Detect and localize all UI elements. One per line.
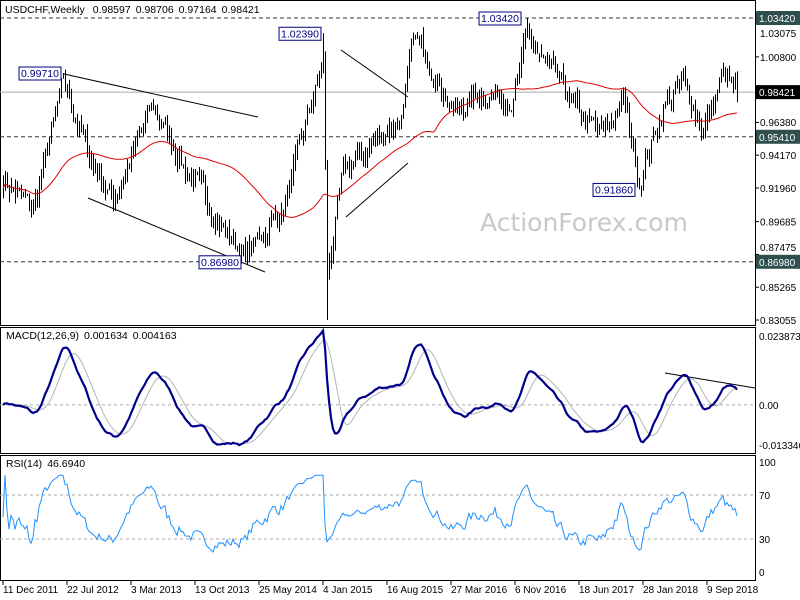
trendline-macd xyxy=(664,372,756,389)
macd-signal-value: 0.004163 xyxy=(133,330,177,342)
chart-header: USDCHF,Weekly 0.98597 0.98706 0.97164 0.… xyxy=(5,4,260,16)
time-tick-label: 28 Jan 2018 xyxy=(643,585,698,596)
annotation-label: 1.02390 xyxy=(278,26,322,41)
price-tick-label: 0.94170 xyxy=(760,151,797,162)
time-tick-label: 13 Oct 2013 xyxy=(195,585,250,596)
price-tick-label: 0.89685 xyxy=(760,218,797,229)
time-tick-label: 4 Jan 2015 xyxy=(323,585,373,596)
trendline-triangle-upper xyxy=(340,49,409,98)
level-box xyxy=(756,11,800,25)
macd-tick-label: 0.023873 xyxy=(759,332,800,343)
macd-panel xyxy=(0,327,756,454)
candles xyxy=(3,18,738,320)
time-tick-label: 9 Sep 2018 xyxy=(707,585,759,596)
ma-line xyxy=(2,80,738,218)
time-tick-label: 27 Mar 2016 xyxy=(451,585,508,596)
rsi-line xyxy=(2,474,738,553)
time-tick-label: 11 Dec 2011 xyxy=(3,585,59,596)
rsi-label: RSI(14) xyxy=(6,458,42,470)
annotation-box xyxy=(278,26,322,41)
price-tick-label: 0.91960 xyxy=(760,184,797,195)
annotation-text: 0.86980 xyxy=(201,257,239,269)
time-tick-label: 3 Mar 2013 xyxy=(131,585,182,596)
rsi-tick-label: 30 xyxy=(759,535,771,546)
moving-average xyxy=(2,80,738,218)
annotation-box xyxy=(198,255,242,270)
annotation-label: 0.91860 xyxy=(592,182,636,197)
current-price-box xyxy=(756,85,800,100)
annotation-text: 0.91860 xyxy=(595,184,633,196)
macd-main-line xyxy=(2,327,738,447)
price-tick-label: 1.03075 xyxy=(760,29,797,40)
time-tick-label: 25 May 2014 xyxy=(259,585,317,596)
ohlc-close: 0.98421 xyxy=(222,4,260,16)
macd-tick-label: -0.013346 xyxy=(759,441,800,452)
annotation-label: 1.03420 xyxy=(478,11,522,26)
time-tick-label: 18 Jun 2017 xyxy=(579,585,634,596)
rsi-tick-label: 100 xyxy=(759,458,776,469)
price-tick-label: 0.85265 xyxy=(760,283,797,294)
macd-label: MACD(12,26,9) xyxy=(6,330,79,342)
macd-header: MACD(12,26,9) 0.001634 0.004163 xyxy=(6,330,177,342)
trendline-upper-wedge xyxy=(63,73,259,118)
price-annotations: 0.99710 1.02390 1.03420 0.86980 0.91860 xyxy=(18,11,636,270)
annotation-box xyxy=(592,182,636,197)
price-axis: 1.03075 1.00800 0.96380 0.94170 0.91960 0.896… xyxy=(755,11,800,327)
rsi-value: 46.6940 xyxy=(47,458,85,470)
price-tick-label: 0.96380 xyxy=(760,118,797,129)
rsi-header: RSI(14) 46.6940 xyxy=(6,458,85,470)
annotation-text: 1.02390 xyxy=(281,28,319,40)
level-label: 0.86980 xyxy=(759,258,796,269)
rsi-tick-label: 70 xyxy=(759,491,771,502)
annotation-text: 0.99710 xyxy=(21,68,59,80)
macd-signal-line xyxy=(2,339,738,445)
level-label: 1.03420 xyxy=(759,14,796,25)
macd-tick-label: 0.00 xyxy=(759,401,779,412)
macd-main-value: 0.001634 xyxy=(84,330,128,342)
level-label: 0.95410 xyxy=(759,133,796,144)
time-tick-label: 16 Aug 2015 xyxy=(387,585,444,596)
annotation-label: 0.86980 xyxy=(198,255,242,270)
trendline-triangle-lower xyxy=(345,162,409,218)
ohlc-low: 0.97164 xyxy=(179,4,217,16)
level-box xyxy=(756,254,800,269)
time-axis: 11 Dec 2011 22 Jul 2012 3 Mar 2013 13 Oct 2… xyxy=(2,581,759,596)
annotation-box xyxy=(478,11,522,26)
current-price-label: 0.98421 xyxy=(759,88,796,99)
price-tick-label: 0.83055 xyxy=(760,316,797,327)
ohlc-open: 0.98597 xyxy=(93,4,131,16)
level-box xyxy=(756,129,800,144)
rsi-tick-label: 0 xyxy=(759,568,765,579)
rsi-panel xyxy=(0,455,756,581)
ohlc-high: 0.98706 xyxy=(136,4,174,16)
price-tick-label: 0.87475 xyxy=(760,243,797,254)
annotation-label: 0.99710 xyxy=(18,66,62,81)
rsi-indicator: 100 70 30 0 xyxy=(0,458,776,579)
annotation-box xyxy=(18,66,62,81)
macd-indicator: 0.023873 0.00 -0.013346 xyxy=(0,327,800,452)
level-lines xyxy=(0,17,755,263)
time-tick-label: 6 Nov 2016 xyxy=(515,585,567,596)
time-tick-label: 22 Jul 2012 xyxy=(67,585,119,596)
price-tick-label: 1.00800 xyxy=(760,53,797,64)
symbol-label: USDCHF,Weekly xyxy=(5,4,85,16)
annotation-text: 1.03420 xyxy=(481,13,519,25)
watermark: ActionForex.com xyxy=(480,208,688,237)
